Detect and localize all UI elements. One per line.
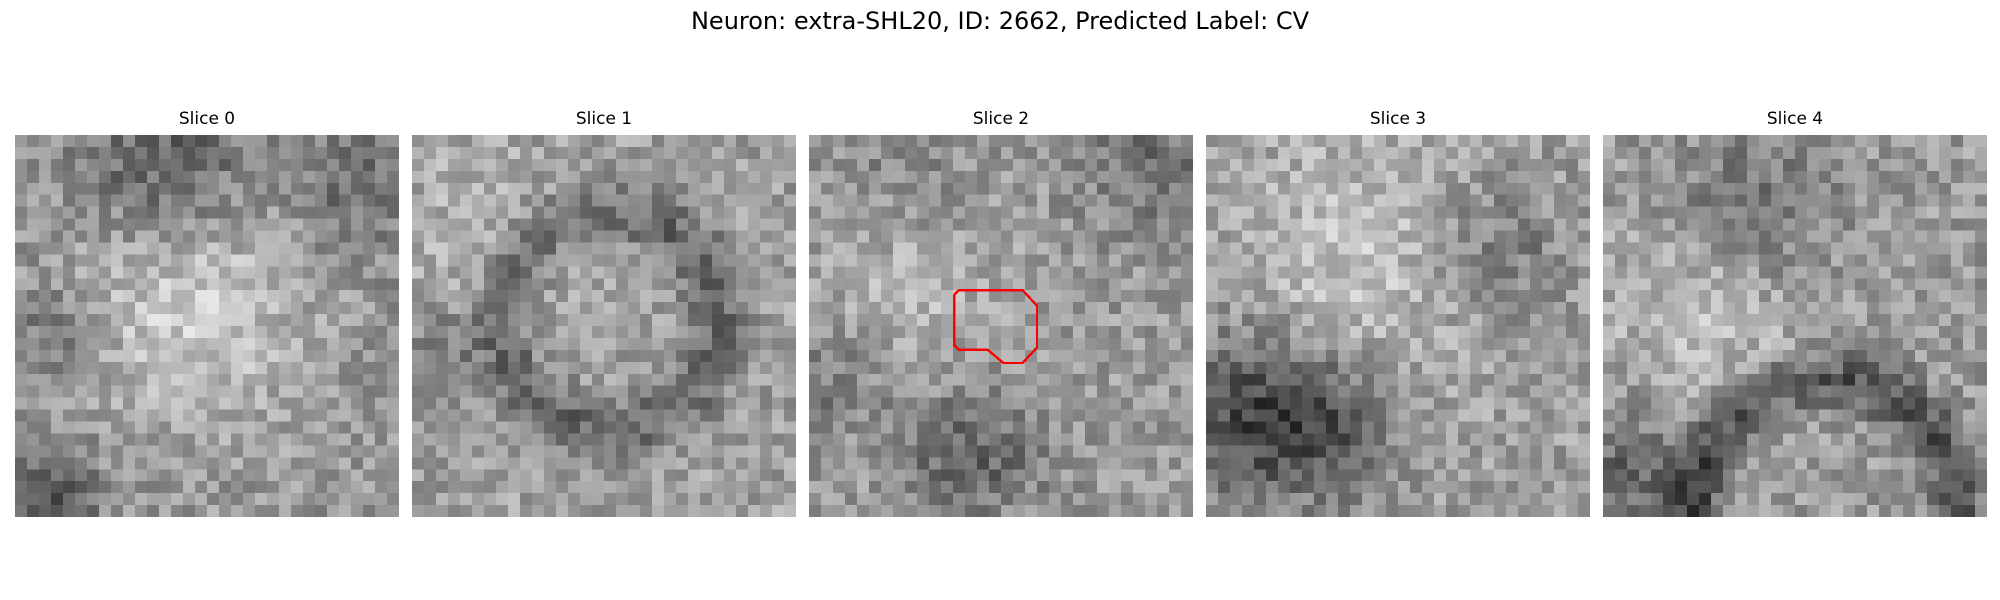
slice-4-image [1603, 135, 1987, 517]
slice-3-pixels [1206, 135, 1590, 517]
slice-1-pixels [412, 135, 796, 517]
slice-3-image [1206, 135, 1590, 517]
slice-4-pixels [1603, 135, 1987, 517]
slice-4-title: Slice 4 [1766, 109, 1824, 129]
slice-0-title: Slice 0 [178, 109, 236, 129]
slice-0-pixels [15, 135, 399, 517]
figure-title: Neuron: extra-SHL20, ID: 2662, Predicted… [690, 7, 1310, 35]
slice-2-title: Slice 2 [972, 109, 1030, 129]
slice-2-pixels [809, 135, 1193, 517]
slice-1-image [412, 135, 796, 517]
slice-1-title: Slice 1 [575, 109, 633, 129]
slice-0-image [15, 135, 399, 517]
slice-3-title: Slice 3 [1369, 109, 1427, 129]
slice-2-image [809, 135, 1193, 517]
segmentation-outline [953, 288, 1039, 365]
